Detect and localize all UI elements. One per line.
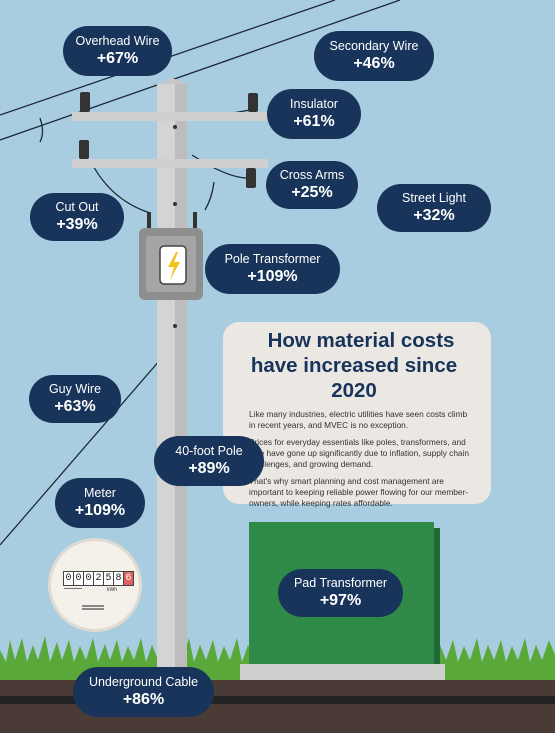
pill-label: Cross Arms (279, 167, 345, 182)
pill-40-foot-pole: 40-foot Pole +89% (154, 436, 264, 486)
pill-value: +46% (353, 54, 395, 72)
insulator (79, 140, 89, 159)
lightning-bolt-icon (168, 252, 180, 280)
pill-cross-arms: Cross Arms +25% (266, 161, 358, 209)
insulator (80, 92, 90, 112)
meter-digits: 0 0 0 2 5 8 6 (63, 571, 134, 586)
pad-transformer-base (240, 664, 445, 680)
pill-insulator: Insulator +61% (267, 89, 361, 139)
pill-value: +61% (293, 112, 335, 130)
cross-arm-lower (72, 159, 268, 168)
pill-cut-out: Cut Out +39% (30, 193, 124, 241)
pill-secondary-wire: Secondary Wire +46% (314, 31, 434, 81)
cross-arm-upper (72, 112, 268, 121)
pill-label: Meter (84, 485, 116, 500)
pill-value: +32% (413, 206, 455, 224)
pill-value: +109% (247, 267, 298, 285)
pill-label: Secondary Wire (329, 38, 419, 53)
card-paragraph: Prices for everyday essentials like pole… (249, 437, 470, 469)
pill-label: Guy Wire (48, 381, 102, 396)
pill-value: +63% (54, 397, 96, 415)
insulator (248, 93, 258, 112)
meter-line (64, 588, 82, 589)
pill-label: Pole Transformer (224, 251, 321, 266)
pill-label: Overhead Wire (75, 33, 160, 48)
pill-value: +39% (56, 215, 98, 233)
meter-illustration: 0 0 0 2 5 8 6 kWh (51, 541, 139, 629)
pill-meter: Meter +109% (55, 478, 145, 528)
guy-wire-line (0, 359, 161, 546)
meter-bar (82, 605, 104, 607)
pill-label: Cut Out (55, 199, 99, 214)
info-card: How material costs have increased since … (223, 322, 491, 508)
pole-shadow (175, 84, 187, 674)
pill-pole-transformer: Pole Transformer +109% (205, 244, 340, 294)
pill-value: +25% (291, 183, 333, 201)
pill-overhead-wire: Overhead Wire +67% (63, 26, 172, 76)
insulator (246, 168, 256, 188)
pill-value: +86% (122, 690, 165, 708)
pill-label: Street Light (402, 190, 466, 205)
pill-value: +109% (74, 501, 126, 519)
meter-digit: 6 (123, 571, 134, 586)
card-paragraph: That's why smart planning and cost manag… (249, 476, 469, 508)
pill-value: +97% (319, 591, 362, 609)
pill-underground-cable: Underground Cable +86% (73, 667, 214, 717)
pill-value: +89% (188, 459, 230, 477)
pill-label: Insulator (290, 96, 338, 111)
pill-street-light: Street Light +32% (377, 184, 491, 232)
pill-value: +67% (96, 49, 139, 67)
pill-pad-transformer: Pad Transformer +97% (278, 569, 403, 617)
meter-unit: kWh (107, 587, 117, 593)
card-title-line1: How material costs (267, 329, 455, 352)
card-title-line2: have increased since 2020 (250, 354, 458, 402)
underground-cable-line (0, 696, 555, 704)
card-paragraph: Like many industries, electric utilities… (249, 409, 468, 430)
pill-guy-wire: Guy Wire +63% (29, 375, 121, 423)
pill-label: Pad Transformer (293, 575, 388, 590)
pill-label: Underground Cable (88, 674, 199, 689)
pole-top (157, 78, 187, 84)
pill-label: 40-foot Pole (175, 443, 243, 458)
